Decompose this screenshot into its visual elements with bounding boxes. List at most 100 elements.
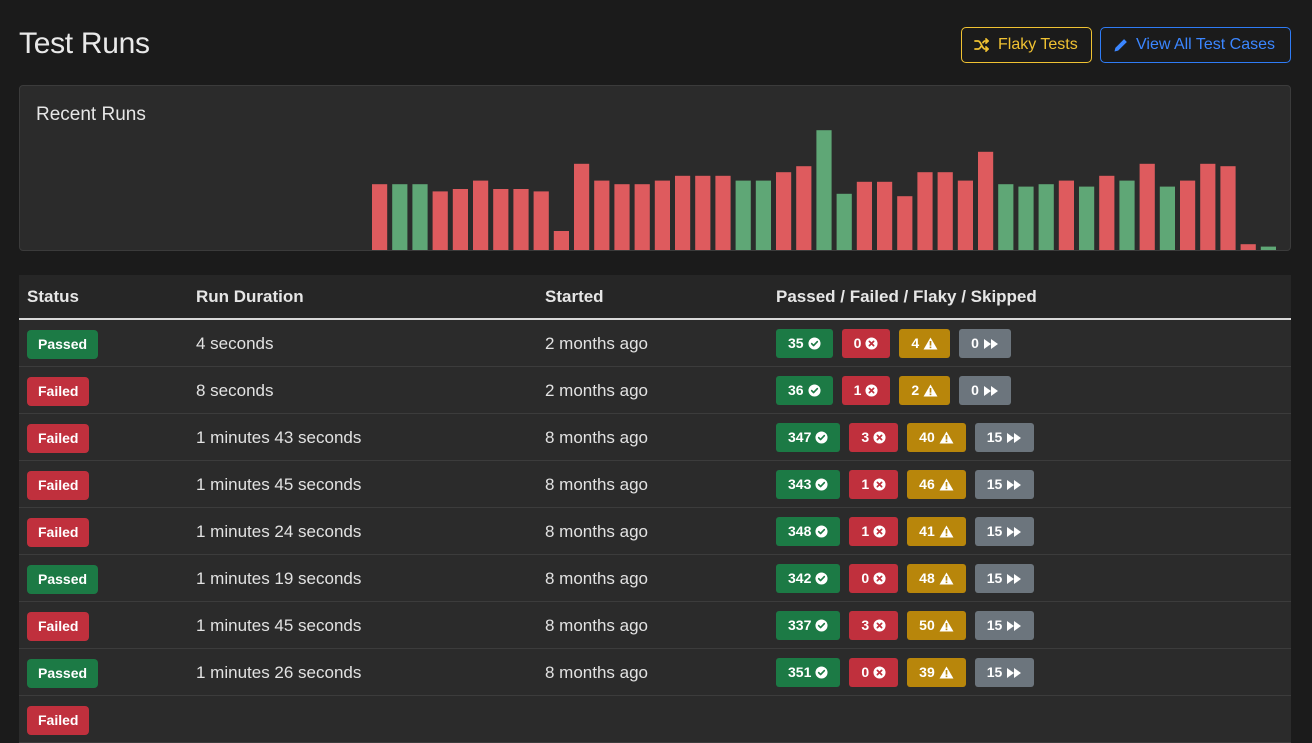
run-bar-36[interactable]	[1079, 186, 1095, 250]
flaky-count-badge: 48	[907, 564, 966, 593]
duration-cell: 1 minutes 24 seconds	[196, 522, 362, 541]
run-bar-38[interactable]	[1119, 180, 1135, 250]
run-bar-32[interactable]	[998, 184, 1014, 250]
table-row[interactable]: Failed 1 minutes 45 seconds 8 months ago 34…	[19, 461, 1291, 508]
run-bar-18[interactable]	[715, 175, 731, 250]
skipped-count-badge: 15	[974, 470, 1035, 499]
x-circle-icon	[865, 384, 878, 397]
failed-count: 1	[853, 382, 862, 398]
status-badge: Passed	[27, 659, 99, 688]
page-title: Test Runs	[19, 27, 150, 60]
table-row[interactable]: Failed	[19, 696, 1291, 743]
table-row[interactable]: Passed 1 minutes 19 seconds 8 months ago 34…	[19, 555, 1291, 602]
status-badge: Failed	[27, 377, 90, 406]
passed-count: 351	[788, 664, 812, 680]
table-row[interactable]: Failed 8 seconds 2 months ago 36 1 2 0	[19, 367, 1291, 414]
run-bar-40[interactable]	[1159, 186, 1175, 250]
run-bar-16[interactable]	[675, 175, 691, 250]
counts-cell: 347 3 40 15	[776, 414, 1035, 461]
flaky-count: 48	[919, 570, 935, 586]
run-bar-5[interactable]	[452, 189, 468, 250]
skipped-count-badge: 15	[974, 658, 1035, 687]
duration-cell: 1 minutes 26 seconds	[196, 663, 362, 682]
run-bar-31[interactable]	[978, 151, 994, 250]
flaky-count-badge: 46	[907, 470, 966, 499]
run-bar-19[interactable]	[735, 180, 751, 250]
run-bar-25[interactable]	[856, 181, 872, 250]
table-row[interactable]: Failed 1 minutes 24 seconds 8 months ago 34…	[19, 508, 1291, 555]
started-cell: 8 months ago	[545, 663, 649, 682]
skipped-count: 15	[986, 429, 1003, 445]
table-row[interactable]: Passed 4 seconds 2 months ago 35 0 4 0	[19, 320, 1291, 367]
check-circle-icon	[815, 478, 828, 491]
run-bar-10[interactable]	[553, 231, 569, 250]
counts-cell: 35 0 4 0	[776, 320, 1011, 367]
flaky-count-badge: 39	[907, 658, 966, 687]
run-bar-45[interactable]	[1260, 246, 1276, 250]
run-bar-43[interactable]	[1220, 166, 1236, 250]
table-row[interactable]: Passed 1 minutes 26 seconds 8 months ago 35…	[19, 649, 1291, 696]
run-bar-24[interactable]	[836, 193, 852, 250]
table-row[interactable]: Failed 1 minutes 43 seconds 8 months ago 34…	[19, 414, 1291, 461]
run-bar-23[interactable]	[816, 130, 832, 250]
check-circle-icon	[815, 572, 828, 585]
started-cell: 8 months ago	[545, 428, 649, 447]
run-bar-35[interactable]	[1058, 180, 1074, 250]
run-bar-39[interactable]	[1139, 163, 1155, 250]
run-bar-37[interactable]	[1099, 175, 1115, 250]
run-bar-12[interactable]	[594, 180, 610, 250]
run-bar-14[interactable]	[634, 184, 650, 250]
duration-cell: 8 seconds	[196, 381, 274, 400]
passed-count-badge: 337	[776, 611, 841, 640]
counts-cell: 337 3 50 15	[776, 602, 1035, 649]
warning-triangle-icon	[923, 384, 938, 397]
run-bar-21[interactable]	[776, 172, 792, 250]
run-bar-3[interactable]	[412, 184, 428, 250]
run-bar-42[interactable]	[1200, 163, 1216, 250]
run-bar-4[interactable]	[432, 191, 448, 250]
flaky-count-badge: 41	[907, 517, 966, 546]
run-bar-26[interactable]	[877, 181, 893, 250]
run-bar-33[interactable]	[1018, 186, 1034, 250]
run-bar-34[interactable]	[1038, 184, 1054, 250]
run-bar-15[interactable]	[654, 180, 670, 250]
fast-forward-icon	[1006, 667, 1022, 679]
flaky-count-badge: 4	[899, 329, 951, 358]
flaky-count: 41	[919, 523, 935, 539]
run-bar-20[interactable]	[755, 180, 771, 250]
run-bar-13[interactable]	[614, 184, 630, 250]
started-cell: 8 months ago	[545, 569, 649, 588]
x-circle-icon	[873, 666, 886, 679]
table-row[interactable]: Failed 1 minutes 45 seconds 8 months ago 33…	[19, 602, 1291, 649]
duration-cell: 1 minutes 19 seconds	[196, 569, 362, 588]
flaky-count: 46	[919, 476, 935, 492]
x-circle-icon	[873, 525, 886, 538]
skipped-count-badge: 0	[959, 329, 1011, 358]
run-bar-6[interactable]	[473, 180, 489, 250]
run-bar-28[interactable]	[917, 172, 933, 250]
fast-forward-icon	[983, 338, 999, 350]
run-bar-7[interactable]	[493, 189, 509, 250]
status-badge: Failed	[27, 424, 90, 453]
status-cell: Failed	[27, 461, 90, 508]
run-bar-9[interactable]	[533, 191, 549, 250]
failed-count-badge: 0	[849, 658, 899, 687]
run-bar-41[interactable]	[1180, 180, 1196, 250]
flaky-tests-button[interactable]: Flaky Tests	[961, 27, 1092, 63]
check-circle-icon	[808, 384, 821, 397]
check-circle-icon	[815, 431, 828, 444]
run-bar-17[interactable]	[695, 175, 711, 250]
run-bar-29[interactable]	[937, 172, 953, 250]
run-bar-27[interactable]	[897, 196, 913, 250]
run-bar-11[interactable]	[574, 163, 590, 250]
run-bar-2[interactable]	[392, 184, 408, 250]
run-bar-8[interactable]	[513, 189, 529, 250]
view-all-test-cases-button[interactable]: View All Test Cases	[1100, 27, 1291, 63]
skipped-count-badge: 15	[974, 423, 1035, 452]
run-bar-22[interactable]	[796, 166, 812, 250]
failed-count-badge: 1	[841, 376, 891, 405]
run-bar-44[interactable]	[1240, 244, 1256, 250]
status-cell: Passed	[27, 320, 99, 367]
run-bar-30[interactable]	[957, 180, 973, 250]
run-bar-1[interactable]	[372, 184, 388, 250]
